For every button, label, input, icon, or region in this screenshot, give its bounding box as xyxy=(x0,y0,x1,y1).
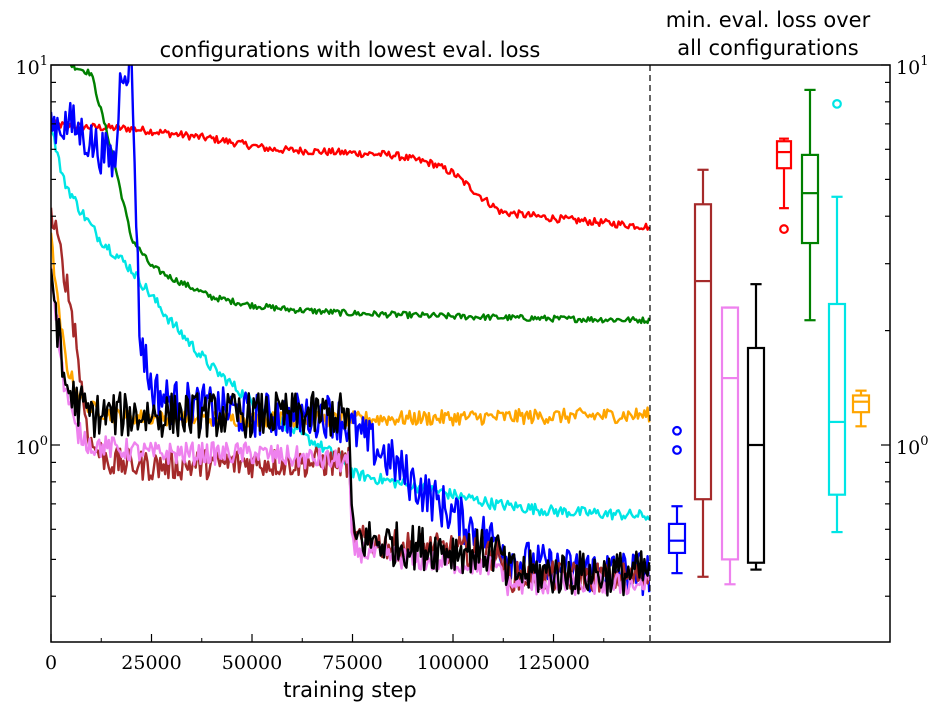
y-tick-label-top-right: 101 xyxy=(896,54,928,79)
series-line-2 xyxy=(69,65,651,325)
boxplot-4 xyxy=(746,283,766,571)
boxplot-8 xyxy=(851,389,871,428)
boxplot-7 xyxy=(827,99,847,534)
y-tick-label-mid-right: 100 xyxy=(896,434,928,459)
boxplot-2 xyxy=(693,168,713,578)
box-outlier xyxy=(672,425,682,436)
box-outlier xyxy=(672,445,682,455)
x-axis-label: training step xyxy=(283,678,416,702)
box-outlier xyxy=(779,224,789,234)
series-line-5 xyxy=(51,65,651,597)
y-tick-label-mid-left: 100 xyxy=(16,434,48,459)
boxplot-1 xyxy=(667,425,687,575)
x-tick-label: 25000 xyxy=(121,652,181,674)
plot-frame xyxy=(50,64,891,643)
chart-title: configurations with lowest eval. loss xyxy=(160,38,541,62)
boxplot-3 xyxy=(720,306,740,586)
boxplot-5 xyxy=(775,137,793,234)
x-tick-label: 125000 xyxy=(517,652,590,674)
boxplot-title-line-2: all configurations xyxy=(677,36,858,60)
y-tick-label-top-left: 101 xyxy=(16,54,48,79)
box-outlier xyxy=(832,99,842,109)
series-line-1 xyxy=(51,119,651,231)
boxplot-6 xyxy=(800,88,820,322)
x-tick-label: 50000 xyxy=(222,652,282,674)
x-tick-label: 75000 xyxy=(322,652,382,674)
boxplot-title-line-1: min. eval. loss over xyxy=(666,8,871,32)
x-tick-label: 100000 xyxy=(417,652,490,674)
series-line-8 xyxy=(51,268,651,597)
x-tick-label: 0 xyxy=(45,652,57,674)
